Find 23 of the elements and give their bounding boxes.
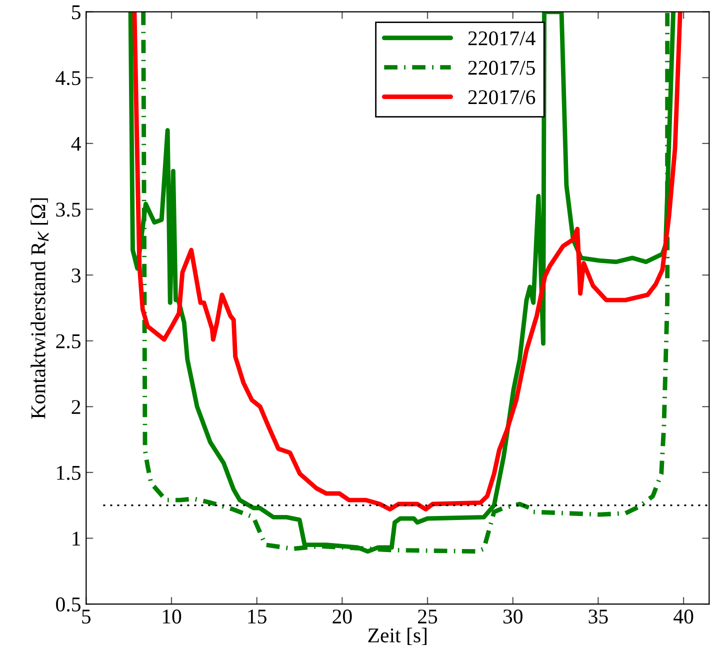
x-tick-label: 40 [674, 610, 694, 624]
x-axis-title: Zeit [s] [368, 628, 426, 646]
y-tick-label: 4.5 [56, 71, 80, 86]
y-tick-label: 5 [72, 5, 80, 20]
y-tick-label: 2.5 [56, 334, 80, 348]
y-tick-label: 3.5 [56, 202, 80, 217]
y-tick-label: 3 [72, 268, 80, 282]
x-tick-label: 35 [588, 610, 608, 624]
x-tick-label: 5 [82, 610, 91, 624]
y-tick-label: 0.5 [56, 597, 80, 612]
legend-label: 22017/4 [468, 31, 536, 46]
y-tick-label: 1.5 [57, 466, 80, 480]
x-tick-label: 10 [162, 610, 182, 624]
y-tick-label: 4 [71, 136, 81, 151]
x-tick-label: 20 [332, 610, 352, 624]
y-tick-label: 1 [72, 532, 80, 546]
y-axis-title: Kontaktwiderstand R$_{K}$ [Ω] [30, 198, 49, 419]
x-tick-label: 30 [503, 610, 522, 624]
x-tick-label: 15 [248, 610, 266, 624]
x-tick-label: 25 [418, 610, 438, 624]
legend-label: 22017/5 [468, 60, 535, 75]
legend-label: 22017/6 [468, 90, 536, 104]
y-tick-label: 2 [72, 400, 80, 414]
